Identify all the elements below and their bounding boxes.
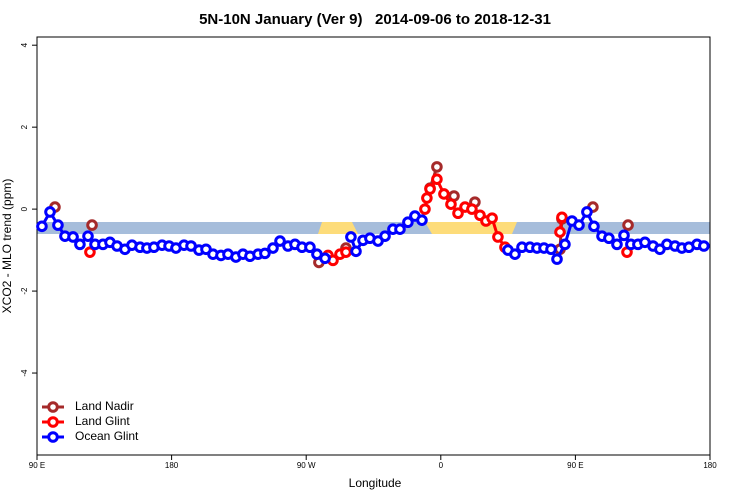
data-point	[556, 211, 568, 224]
data-point	[84, 246, 96, 258]
x-tick-label: 90 W	[297, 461, 316, 470]
legend-marker	[47, 431, 59, 443]
legend-item: Land Glint	[42, 414, 130, 428]
chart-title: 5N-10N January (Ver 9) 2014-09-06 to 201…	[199, 11, 551, 28]
data-point	[559, 238, 571, 251]
x-tick-label: 90 E	[29, 461, 45, 470]
land-strip	[425, 222, 517, 234]
data-point	[431, 173, 443, 186]
land-strip	[318, 222, 358, 234]
data-point	[509, 248, 521, 260]
data-point	[36, 220, 48, 233]
data-point	[345, 231, 357, 243]
y-tick-label: -2	[20, 287, 29, 295]
data-point	[554, 226, 566, 238]
legend-label: Land Nadir	[75, 399, 134, 413]
series	[84, 173, 632, 265]
data-point	[551, 253, 563, 265]
data-point	[545, 243, 557, 256]
data-point	[74, 238, 86, 251]
data-point	[44, 206, 56, 218]
data-point	[611, 238, 623, 251]
data-point	[67, 231, 79, 243]
data-point	[438, 188, 450, 200]
series	[36, 206, 710, 265]
data-point	[82, 230, 94, 242]
data-point	[622, 219, 634, 231]
data-point	[86, 219, 98, 231]
legend-item: Ocean Glint	[42, 429, 139, 443]
data-point	[379, 230, 391, 242]
data-point	[431, 161, 443, 173]
data-point	[259, 247, 271, 260]
data-point	[618, 229, 630, 242]
data-point	[416, 214, 428, 226]
x-tick-label: 180	[165, 461, 179, 470]
data-point	[319, 252, 331, 265]
data-point	[603, 232, 615, 245]
x-axis-label: Longitude	[349, 476, 402, 490]
data-point	[350, 245, 362, 258]
legend-marker	[47, 401, 59, 413]
data-point	[486, 212, 498, 224]
map-strip	[37, 222, 710, 234]
data-point	[452, 207, 464, 220]
data-point	[274, 235, 286, 247]
data-point	[267, 242, 279, 254]
x-tick-label: 90 E	[567, 461, 583, 470]
data-point	[698, 240, 710, 252]
data-point	[394, 223, 406, 235]
legend-marker	[47, 416, 59, 428]
y-tick-label: 0	[20, 206, 29, 211]
data-point	[304, 241, 316, 254]
legend-label: Ocean Glint	[75, 429, 139, 443]
legend-item: Land Nadir	[42, 399, 134, 413]
data-point	[573, 219, 585, 231]
data-point	[340, 246, 352, 258]
data-point	[588, 220, 600, 233]
y-tick-label: -4	[20, 369, 29, 377]
data-point	[424, 183, 436, 195]
y-axis-label: XCO2 - MLO trend (ppm)	[0, 179, 14, 314]
data-point	[445, 198, 457, 210]
y-tick-label: 2	[20, 124, 29, 129]
data-point	[52, 219, 64, 231]
x-tick-label: 0	[439, 461, 444, 470]
data-point	[492, 231, 504, 243]
data-point	[581, 206, 593, 218]
data-point	[402, 216, 414, 229]
plot-frame	[36, 36, 711, 456]
x-tick-label: 180	[703, 461, 717, 470]
ocean-strip	[37, 222, 710, 234]
legend-label: Land Glint	[75, 414, 130, 428]
y-tick-label: 4	[20, 42, 29, 47]
data-point	[419, 203, 431, 215]
data-point	[466, 203, 478, 215]
data-point	[421, 192, 433, 204]
